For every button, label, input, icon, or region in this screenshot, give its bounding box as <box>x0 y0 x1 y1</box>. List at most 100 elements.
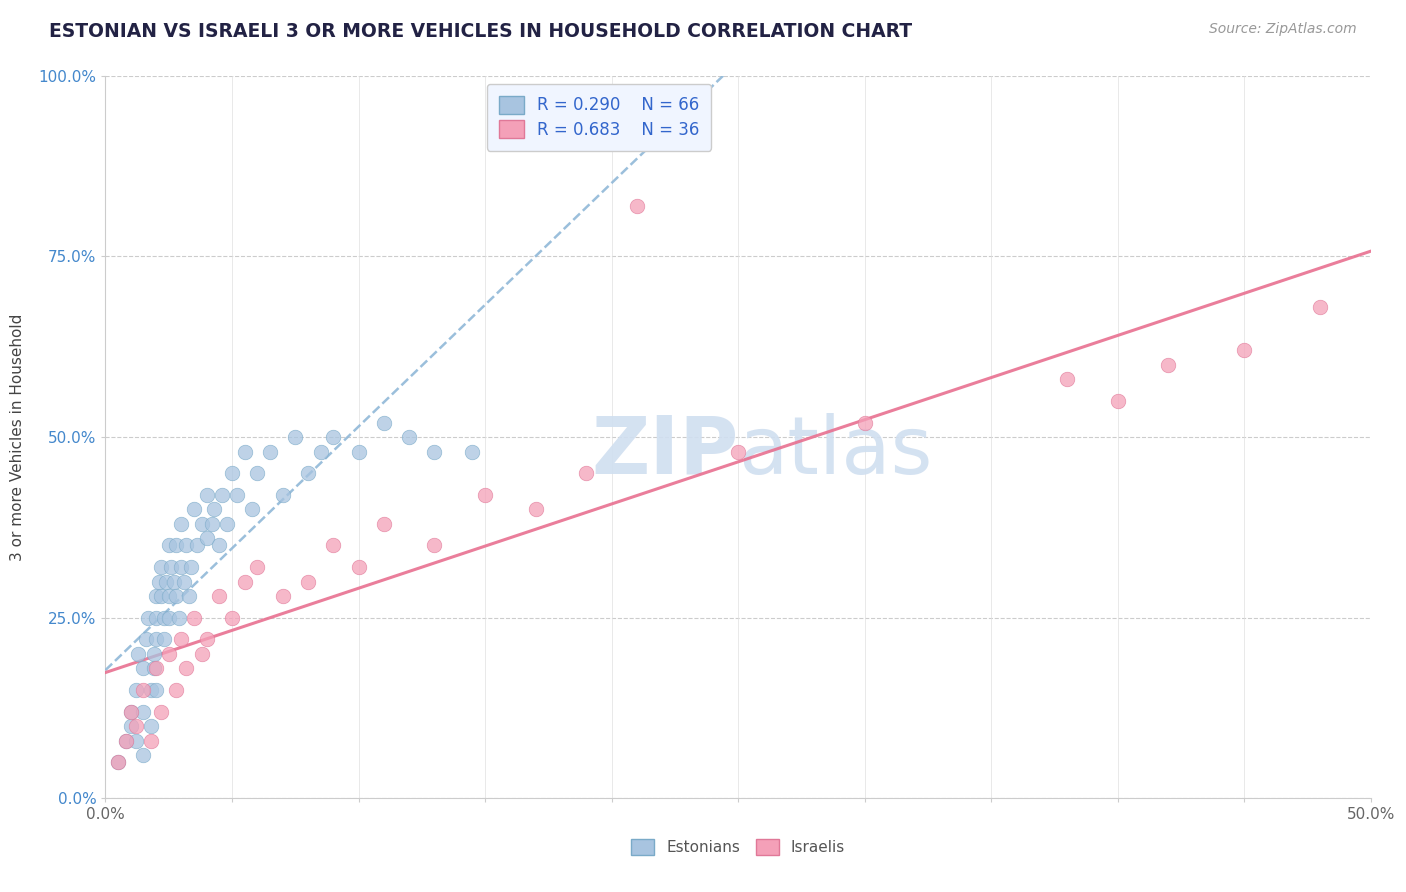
Point <box>150 589 173 603</box>
Point <box>208 539 231 553</box>
Point <box>322 430 344 444</box>
Text: ESTONIAN VS ISRAELI 3 OR MORE VEHICLES IN HOUSEHOLD CORRELATION CHART: ESTONIAN VS ISRAELI 3 OR MORE VEHICLES I… <box>49 22 912 41</box>
Point <box>246 560 269 574</box>
Point <box>125 719 148 733</box>
Y-axis label: 3 or more Vehicles in Household: 3 or more Vehicles in Household <box>10 313 24 561</box>
Point <box>195 488 218 502</box>
Point <box>1233 343 1256 358</box>
Point <box>139 719 162 733</box>
Point <box>135 632 157 647</box>
Point <box>211 488 233 502</box>
Point <box>145 589 167 603</box>
Point <box>284 430 307 444</box>
Point <box>1309 300 1331 314</box>
Point <box>157 647 180 661</box>
Point <box>163 574 186 589</box>
Point <box>1107 393 1129 408</box>
Point <box>297 466 319 480</box>
Point <box>727 444 749 458</box>
Point <box>271 488 294 502</box>
Point <box>165 589 187 603</box>
Point <box>575 466 598 480</box>
Point <box>148 574 170 589</box>
Point <box>142 647 165 661</box>
Point <box>195 632 218 647</box>
Point <box>215 516 238 531</box>
Point <box>157 539 180 553</box>
Point <box>139 683 162 698</box>
Point <box>145 683 167 698</box>
Point <box>183 610 205 624</box>
Point <box>233 444 256 458</box>
Point <box>139 733 162 747</box>
Point <box>221 610 243 624</box>
Point <box>157 589 180 603</box>
Point <box>1157 358 1180 372</box>
Point <box>167 610 190 624</box>
Point <box>461 444 484 458</box>
Point <box>152 632 174 647</box>
Point <box>120 705 142 719</box>
Point <box>240 502 263 516</box>
Point <box>107 755 129 769</box>
Point <box>259 444 281 458</box>
Point <box>322 539 344 553</box>
Point <box>373 516 395 531</box>
Point <box>201 516 224 531</box>
Point <box>145 661 167 675</box>
Point <box>347 444 370 458</box>
Point <box>221 466 243 480</box>
Point <box>226 488 249 502</box>
Point <box>190 516 212 531</box>
Point <box>173 574 195 589</box>
Point <box>853 416 876 430</box>
Legend: Estonians, Israelis: Estonians, Israelis <box>624 831 852 863</box>
Point <box>125 683 148 698</box>
Point <box>132 747 155 762</box>
Point <box>1056 372 1078 386</box>
Point <box>114 733 136 747</box>
Point <box>195 531 218 545</box>
Point <box>170 632 193 647</box>
Point <box>190 647 212 661</box>
Point <box>186 539 208 553</box>
Point <box>176 539 198 553</box>
Point <box>114 733 136 747</box>
Point <box>176 661 198 675</box>
Point <box>202 502 225 516</box>
Point <box>120 719 142 733</box>
Point <box>177 589 200 603</box>
Point <box>157 610 180 624</box>
Point <box>183 502 205 516</box>
Point <box>145 610 167 624</box>
Point <box>233 574 256 589</box>
Point <box>170 560 193 574</box>
Point <box>180 560 202 574</box>
Point <box>165 539 187 553</box>
Point <box>120 705 142 719</box>
Point <box>309 444 332 458</box>
Point <box>138 610 160 624</box>
Point <box>132 683 155 698</box>
Point <box>155 574 177 589</box>
Point <box>423 539 446 553</box>
Point <box>423 444 446 458</box>
Point <box>150 560 173 574</box>
Point <box>142 661 165 675</box>
Point <box>165 683 187 698</box>
Text: ZIP: ZIP <box>591 412 738 491</box>
Point <box>127 647 149 661</box>
Point <box>474 488 496 502</box>
Text: atlas: atlas <box>738 412 932 491</box>
Point <box>246 466 269 480</box>
Point <box>125 733 148 747</box>
Point <box>145 632 167 647</box>
Point <box>107 755 129 769</box>
Point <box>297 574 319 589</box>
Point <box>271 589 294 603</box>
Point <box>170 516 193 531</box>
Point <box>524 502 547 516</box>
Point <box>132 705 155 719</box>
Point <box>150 705 173 719</box>
Point <box>208 589 231 603</box>
